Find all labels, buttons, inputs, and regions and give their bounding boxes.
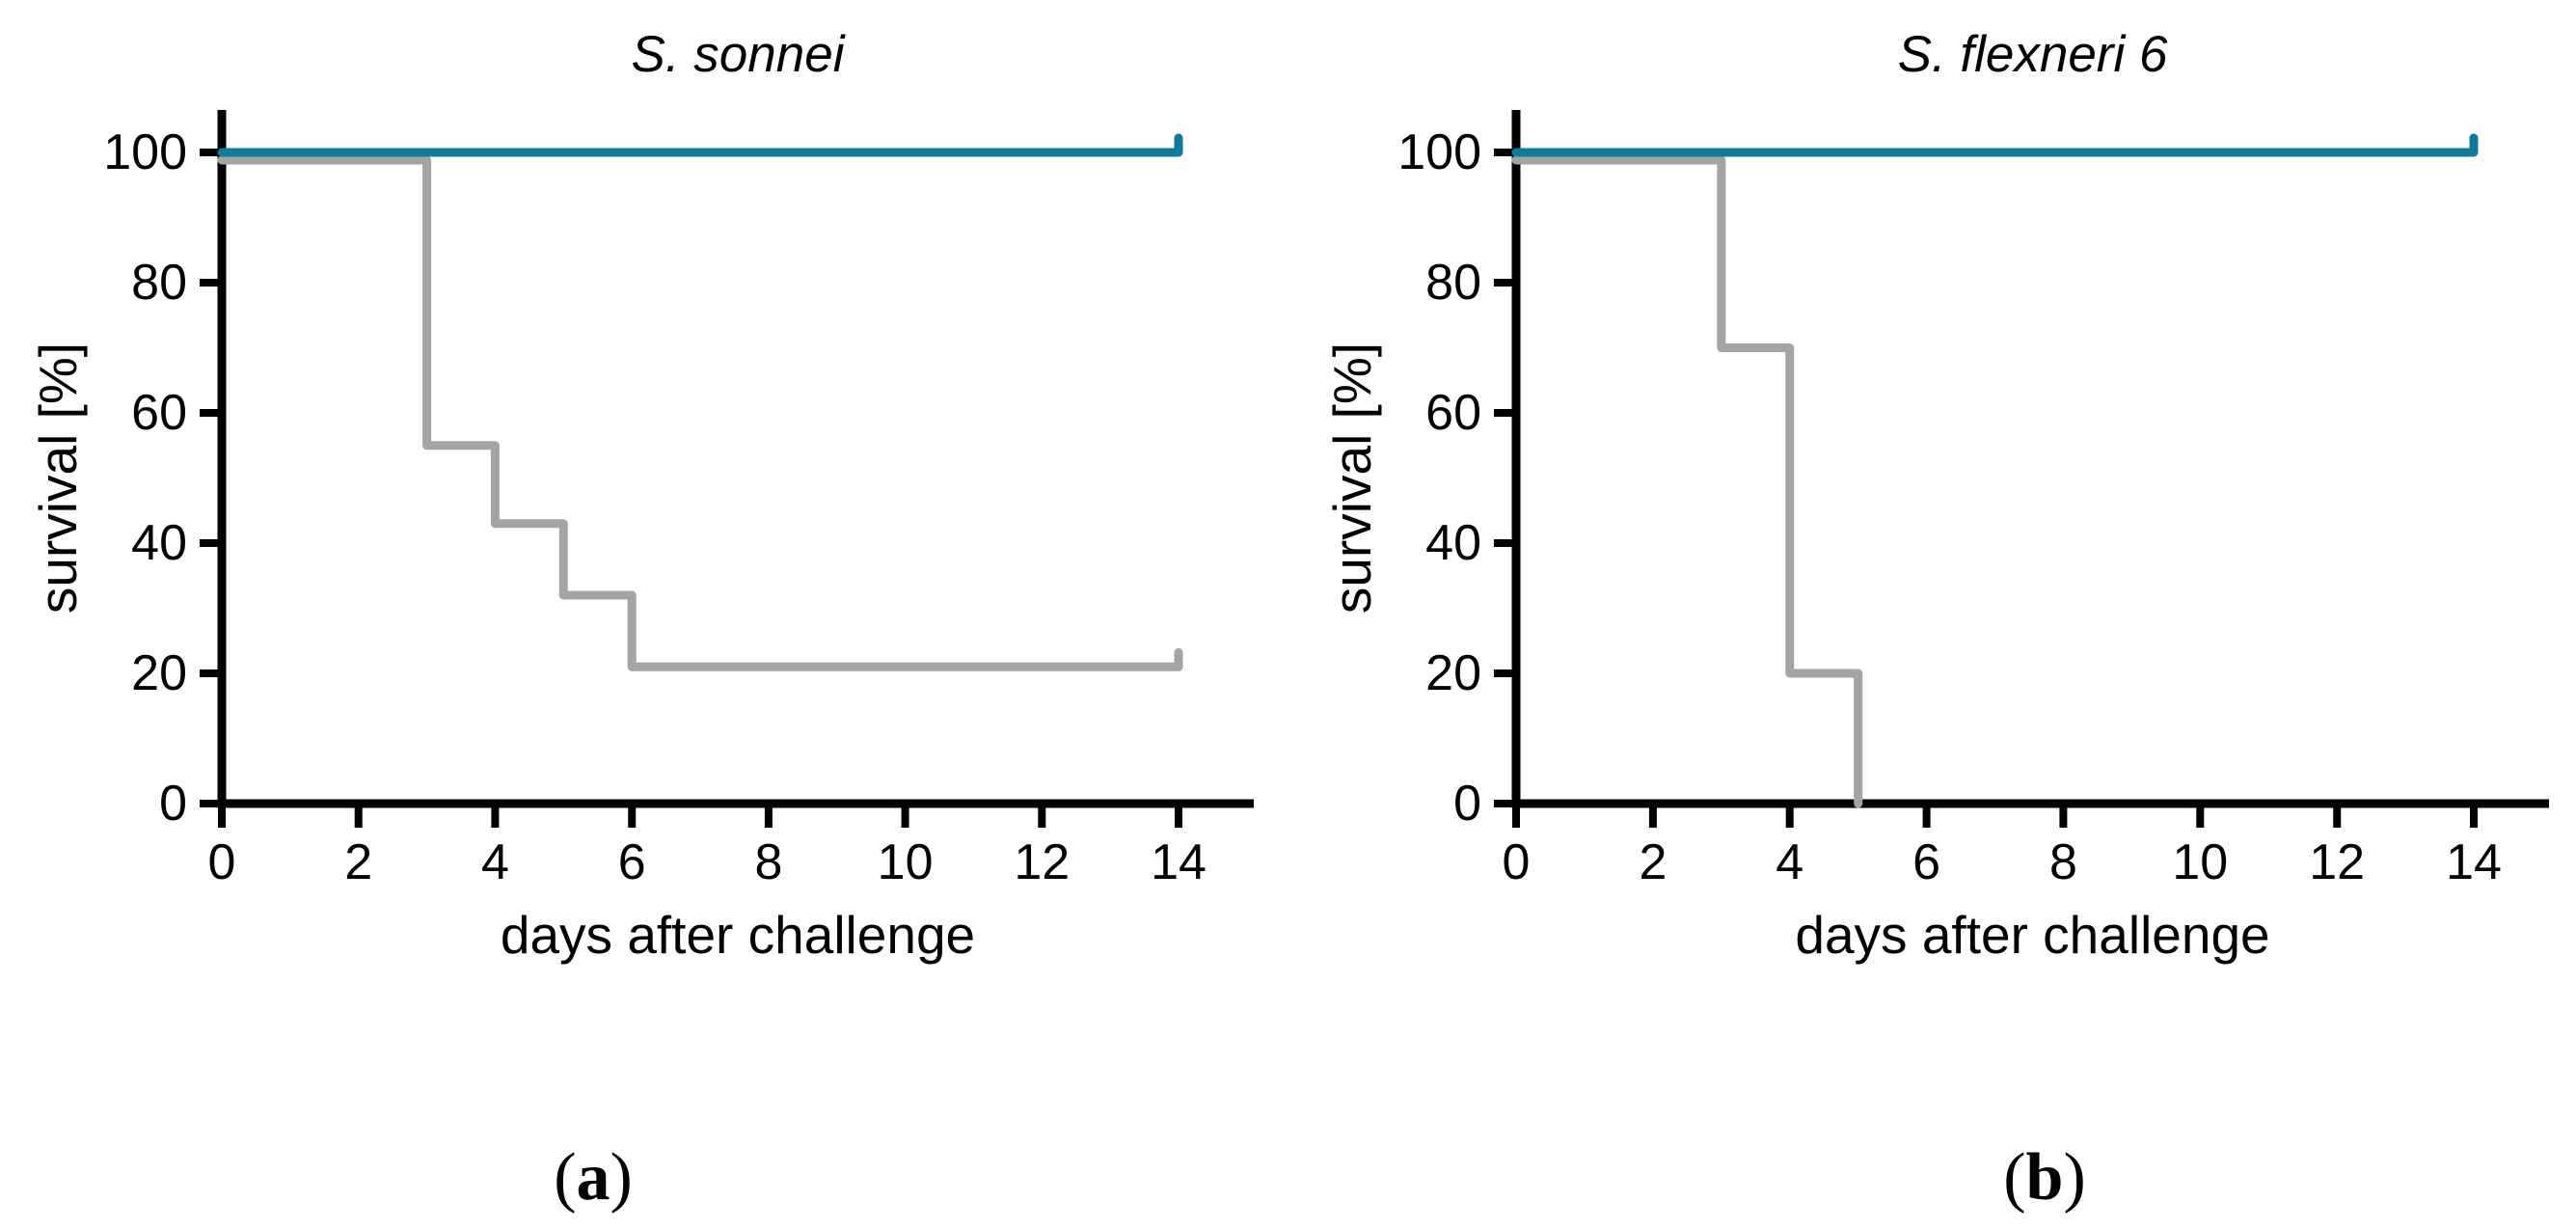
y-tick-label: 60 [131,385,187,441]
x-tick-label: 10 [2172,834,2228,890]
y-tick-label: 20 [1425,645,1481,701]
panel-title: S. flexneri 6 [1898,26,2168,83]
x-tick-label: 14 [2446,834,2502,890]
y-tick-label: 60 [1425,385,1481,441]
y-tick-label: 40 [131,515,187,571]
y-tick-label: 100 [1397,124,1481,180]
y-ticks: 0 20 40 60 80 100 [1397,124,1516,832]
x-axis-label: days after challenge [1795,905,2269,965]
panel-title: S. sonnei [632,26,846,83]
x-tick-label: 4 [481,834,509,890]
control-curve [1511,133,2479,157]
y-tick-label: 80 [1425,255,1481,311]
x-ticks: 0 2 4 6 8 10 12 14 [1503,804,2502,890]
challenge-curve [1511,155,1863,808]
y-tick-label: 80 [131,255,187,311]
x-tick-label: 14 [1151,834,1207,890]
x-tick-label: 6 [1912,834,1940,890]
y-tick-label: 0 [1453,776,1481,832]
x-tick-label: 2 [1639,834,1667,890]
x-tick-label: 6 [618,834,646,890]
y-axis-label: survival [%] [1322,342,1382,614]
y-tick-label: 100 [103,124,187,180]
panel-caption: (a) [554,1140,633,1215]
x-axis-label: days after challenge [501,905,975,965]
control-curve [217,133,1183,157]
y-ticks: 0 20 40 60 80 100 [103,124,222,832]
x-tick-label: 8 [754,834,782,890]
x-tick-label: 12 [2309,834,2365,890]
x-tick-label: 12 [1014,834,1070,890]
x-tick-label: 8 [2049,834,2077,890]
y-tick-label: 0 [159,776,187,832]
x-tick-label: 0 [208,834,236,890]
panel-b: 0 20 40 60 80 100 0 2 4 6 8 10 12 14 S. flexneri 6 s… [1322,26,2549,1215]
x-tick-label: 0 [1503,834,1531,890]
x-tick-label: 4 [1776,834,1803,890]
x-tick-label: 10 [878,834,934,890]
y-tick-label: 20 [131,645,187,701]
x-tick-label: 2 [344,834,372,890]
y-axis-label: survival [%] [28,342,88,614]
challenge-curve [217,155,1183,671]
x-ticks: 0 2 4 6 8 10 12 14 [208,804,1207,890]
panel-caption: (b) [2003,1140,2086,1215]
y-tick-label: 40 [1425,515,1481,571]
panel-a: 0 20 40 60 80 100 0 2 4 6 8 10 12 14 S. sonnei survi… [28,26,1254,1215]
